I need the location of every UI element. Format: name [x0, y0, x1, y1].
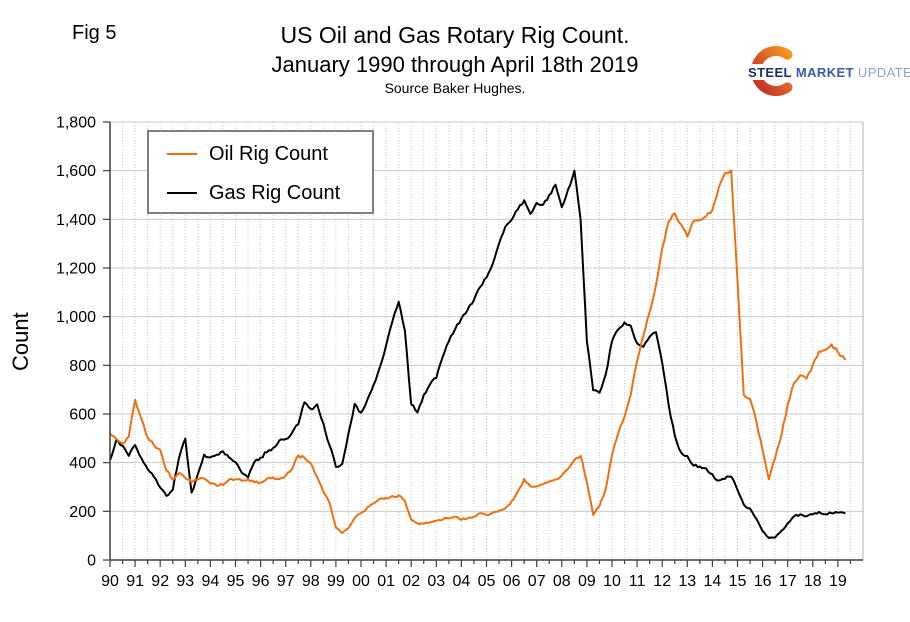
x-tick-label: 15: [729, 573, 747, 590]
y-tick-label: 0: [87, 553, 96, 570]
y-tick-label: 1,400: [56, 212, 96, 229]
chart-legend: Oil Rig Count Gas Rig Count: [147, 130, 374, 214]
legend-item-oil: Oil Rig Count: [167, 142, 328, 166]
x-tick-label: 17: [779, 573, 797, 590]
x-tick-label: 01: [377, 573, 395, 590]
x-tick-label: 00: [352, 573, 370, 590]
legend-line-swatch-oil: [167, 153, 197, 155]
legend-item-gas: Gas Rig Count: [167, 181, 340, 205]
x-tick-label: 18: [804, 573, 822, 590]
logo-word-market: MARKET: [795, 64, 854, 80]
legend-label-gas: Gas Rig Count: [209, 181, 341, 204]
x-tick-label: 08: [553, 573, 571, 590]
y-tick-label: 200: [69, 504, 96, 521]
x-tick-label: 13: [678, 573, 696, 590]
x-tick-label: 96: [252, 573, 270, 590]
x-tick-label: 07: [528, 573, 546, 590]
chart-title: US Oil and Gas Rotary Rig Count.: [280, 22, 630, 48]
x-tick-label: 94: [202, 573, 220, 590]
x-tick-label: 12: [653, 573, 671, 590]
y-tick-label: 600: [69, 407, 96, 424]
x-tick-label: 98: [302, 573, 320, 590]
x-tick-label: 11: [629, 573, 646, 590]
y-tick-label: 1,200: [56, 261, 96, 278]
x-tick-label: 92: [151, 573, 169, 590]
x-tick-label: 09: [578, 573, 596, 590]
x-tick-label: 14: [704, 573, 722, 590]
x-tick-label: 19: [829, 573, 847, 590]
logo-wordmark: STEEL MARKET UPDATE: [748, 64, 910, 80]
logo-word-update: UPDATE: [857, 64, 910, 80]
chart-subtitle: January 1990 through April 18th 2019: [271, 52, 639, 77]
logo-word-steel: STEEL: [748, 64, 792, 80]
y-tick-label: 800: [69, 358, 96, 375]
x-tick-label: 91: [126, 573, 144, 590]
y-tick-label: 1,800: [56, 115, 96, 132]
x-tick-label: 06: [503, 573, 521, 590]
steel-market-update-logo: STEEL MARKET UPDATE: [742, 42, 910, 100]
x-tick-label: 10: [603, 573, 621, 590]
legend-line-swatch-gas: [167, 192, 197, 194]
x-tick-label: 02: [402, 573, 420, 590]
x-tick-label: 95: [227, 573, 245, 590]
x-tick-label: 05: [478, 573, 496, 590]
x-tick-label: 93: [176, 573, 194, 590]
x-tick-label: 03: [427, 573, 445, 590]
y-tick-label: 1,600: [56, 163, 96, 180]
series-line-gas: [109, 169, 846, 539]
x-tick-label: 99: [327, 573, 345, 590]
x-tick-label: 16: [754, 573, 772, 590]
series-line-oil: [109, 169, 847, 534]
x-tick-label: 04: [453, 573, 471, 590]
y-tick-label: 1,000: [56, 309, 96, 326]
x-tick-label: 97: [277, 573, 295, 590]
y-tick-label: 400: [69, 455, 96, 472]
chart-source: Source Baker Hughes.: [384, 80, 526, 96]
fig-label: Fig 5: [72, 22, 117, 44]
x-tick-label: 90: [101, 573, 119, 590]
legend-label-oil: Oil Rig Count: [209, 142, 328, 165]
